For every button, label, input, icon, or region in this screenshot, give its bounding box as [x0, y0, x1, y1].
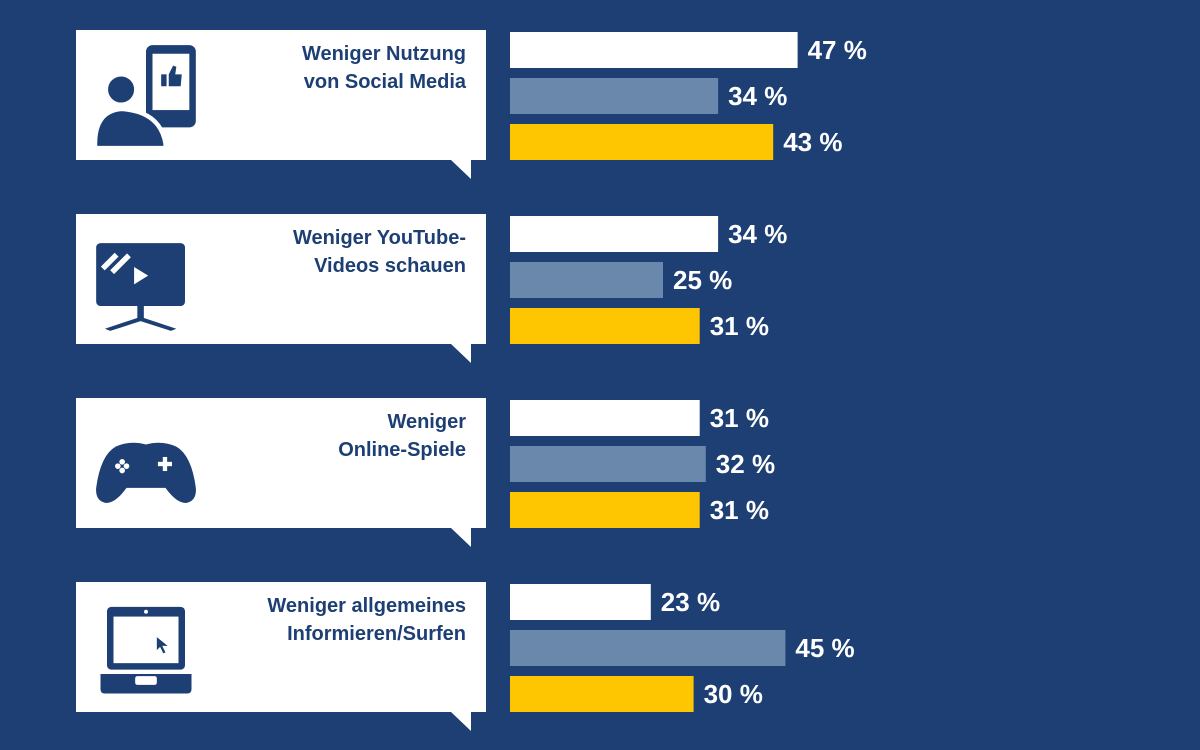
category-label-line: Weniger YouTube-	[293, 227, 466, 249]
bar-value-label: 31 %	[710, 311, 769, 341]
chart-group-weniger-nutzung-von-social-media: Weniger Nutzung von Social Media 47 % 34 % 4…	[0, 30, 1200, 180]
bubble-tail	[451, 528, 471, 547]
bar-value-label: 34 %	[728, 81, 787, 111]
category-label: Weniger YouTube- Videos schauen	[186, 224, 466, 280]
bar-series-1	[510, 216, 719, 252]
gamepad-icon	[94, 412, 198, 516]
category-label-line: Informieren/Surfen	[287, 623, 466, 645]
bar-value-label: 31 %	[710, 403, 769, 433]
bar-group: 34 % 25 % 31 %	[510, 216, 787, 344]
bar-group: 47 % 34 % 43 %	[510, 32, 867, 160]
bar-series-1	[510, 584, 651, 620]
bar-series-3	[510, 492, 700, 528]
bar-series-3	[510, 308, 700, 344]
category-bubble: Weniger Nutzung von Social Media	[76, 30, 486, 160]
bar-value-label: 31 %	[710, 495, 769, 525]
chart-group-weniger-youtube-videos-schauen: Weniger YouTube- Videos schauen 34 % 25 % 31…	[0, 214, 1200, 364]
bar-value-label: 47 %	[808, 35, 867, 65]
bubble-tail	[451, 344, 471, 363]
bar-value-label: 23 %	[661, 587, 720, 617]
bar-group: 31 % 32 % 31 %	[510, 400, 775, 528]
category-label: Weniger allgemeines Informieren/Surfen	[186, 592, 466, 648]
bar-series-1	[510, 400, 700, 436]
bar-series-2	[510, 446, 706, 482]
category-label-line: Weniger	[387, 411, 466, 433]
bar-series-2	[510, 78, 719, 114]
category-bubble: Weniger allgemeines Informieren/Surfen	[76, 582, 486, 712]
bar-group: 23 % 45 % 30 %	[510, 584, 855, 712]
bar-series-3	[510, 676, 694, 712]
bubble-tail	[451, 712, 471, 731]
bar-value-label: 43 %	[783, 127, 842, 157]
category-label: Weniger Nutzung von Social Media	[186, 40, 466, 96]
category-label-line: Weniger allgemeines	[267, 595, 466, 617]
category-label-line: von Social Media	[303, 71, 466, 93]
bar-series-1	[510, 32, 798, 68]
bar-value-label: 30 %	[704, 679, 763, 709]
category-bubble: Weniger YouTube- Videos schauen	[76, 214, 486, 344]
bar-series-2	[510, 630, 786, 666]
category-bubble: Weniger Online-Spiele	[76, 398, 486, 528]
category-label-line: Weniger Nutzung	[301, 43, 466, 65]
bubble-tail	[451, 160, 471, 179]
tv-screen-icon	[94, 228, 198, 332]
category-label-line: Videos schauen	[314, 255, 466, 277]
category-label-line: Online-Spiele	[338, 439, 466, 461]
bar-value-label: 34 %	[728, 219, 787, 249]
laptop-cursor-icon	[94, 596, 198, 700]
category-label: Weniger Online-Spiele	[186, 408, 466, 464]
chart-group-weniger-online-spiele: Weniger Online-Spiele 31 % 32 % 31 %	[0, 398, 1200, 548]
social-media-person-icon	[94, 44, 198, 148]
chart-group-weniger-allgemeines-informieren-surfen: Weniger allgemeines Informieren/Surfen 23 …	[0, 582, 1200, 732]
bar-value-label: 32 %	[716, 449, 775, 479]
bar-series-2	[510, 262, 663, 298]
bar-value-label: 25 %	[673, 265, 732, 295]
bar-value-label: 45 %	[795, 633, 854, 663]
bar-series-3	[510, 124, 774, 160]
